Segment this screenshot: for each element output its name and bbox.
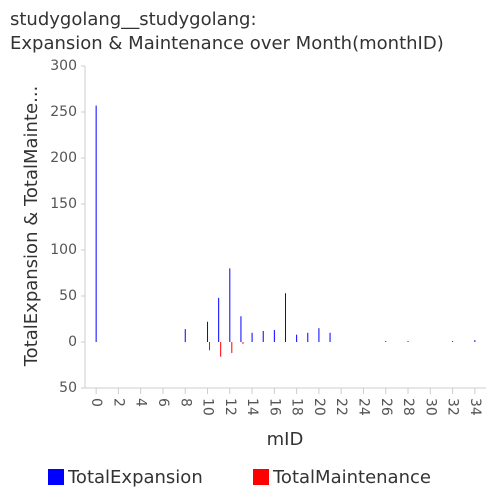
x-tick-label: 24 bbox=[355, 398, 371, 416]
y-tick-label: 200 bbox=[50, 150, 77, 166]
bar bbox=[296, 334, 298, 342]
bar bbox=[240, 316, 242, 342]
y-tick-label: 0 bbox=[68, 334, 77, 350]
legend-label: TotalMaintenance bbox=[272, 467, 431, 488]
x-tick-label: 22 bbox=[333, 398, 349, 416]
bar bbox=[251, 332, 253, 342]
bar bbox=[184, 329, 186, 342]
x-tick-label: 18 bbox=[289, 398, 305, 416]
x-tick-label: 2 bbox=[110, 398, 126, 407]
bar bbox=[452, 341, 454, 342]
x-tick-label: 28 bbox=[400, 398, 416, 416]
y-tick-label: 50 bbox=[59, 380, 77, 396]
bar bbox=[218, 297, 220, 342]
bar bbox=[318, 328, 320, 342]
bar bbox=[229, 268, 231, 342]
x-tick-label: 16 bbox=[266, 398, 282, 416]
x-tick-label: 30 bbox=[422, 398, 438, 416]
legend-label: TotalExpansion bbox=[67, 467, 203, 488]
bar bbox=[285, 293, 286, 342]
legend-swatch bbox=[48, 469, 64, 485]
bar bbox=[95, 105, 97, 342]
chart-title: studygolang__studygolang: bbox=[10, 9, 257, 30]
bar bbox=[220, 342, 222, 357]
x-tick-label: 14 bbox=[244, 398, 260, 416]
y-axis-label: TotalExpansion & TotalMainte... bbox=[21, 86, 42, 368]
bar bbox=[329, 332, 331, 342]
bar bbox=[209, 342, 211, 351]
y-tick-label: 100 bbox=[50, 242, 77, 258]
bar bbox=[407, 341, 409, 342]
x-tick-label: 12 bbox=[222, 398, 238, 416]
bar bbox=[474, 340, 476, 342]
bar bbox=[242, 342, 244, 344]
y-tick-label: 300 bbox=[50, 58, 77, 74]
x-tick-label: 8 bbox=[177, 398, 193, 407]
x-tick-label: 10 bbox=[200, 398, 216, 416]
bar bbox=[207, 321, 209, 342]
bar bbox=[231, 342, 233, 354]
chart-title: Expansion & Maintenance over Month(month… bbox=[10, 33, 444, 54]
bar bbox=[262, 330, 264, 342]
x-tick-label: 34 bbox=[467, 398, 483, 416]
x-tick-label: 6 bbox=[155, 398, 171, 407]
bar bbox=[273, 330, 275, 342]
x-tick-label: 4 bbox=[133, 398, 149, 407]
bar bbox=[307, 332, 309, 342]
y-tick-label: 150 bbox=[50, 196, 77, 212]
x-tick-label: 32 bbox=[445, 398, 461, 416]
y-tick-label: 50 bbox=[59, 288, 77, 304]
x-axis-label: mID bbox=[267, 429, 304, 450]
x-tick-label: 0 bbox=[88, 398, 104, 407]
x-tick-label: 20 bbox=[311, 398, 327, 416]
y-tick-label: 250 bbox=[50, 104, 77, 120]
bar bbox=[385, 341, 387, 342]
legend-swatch bbox=[253, 469, 269, 485]
x-tick-label: 26 bbox=[378, 398, 394, 416]
